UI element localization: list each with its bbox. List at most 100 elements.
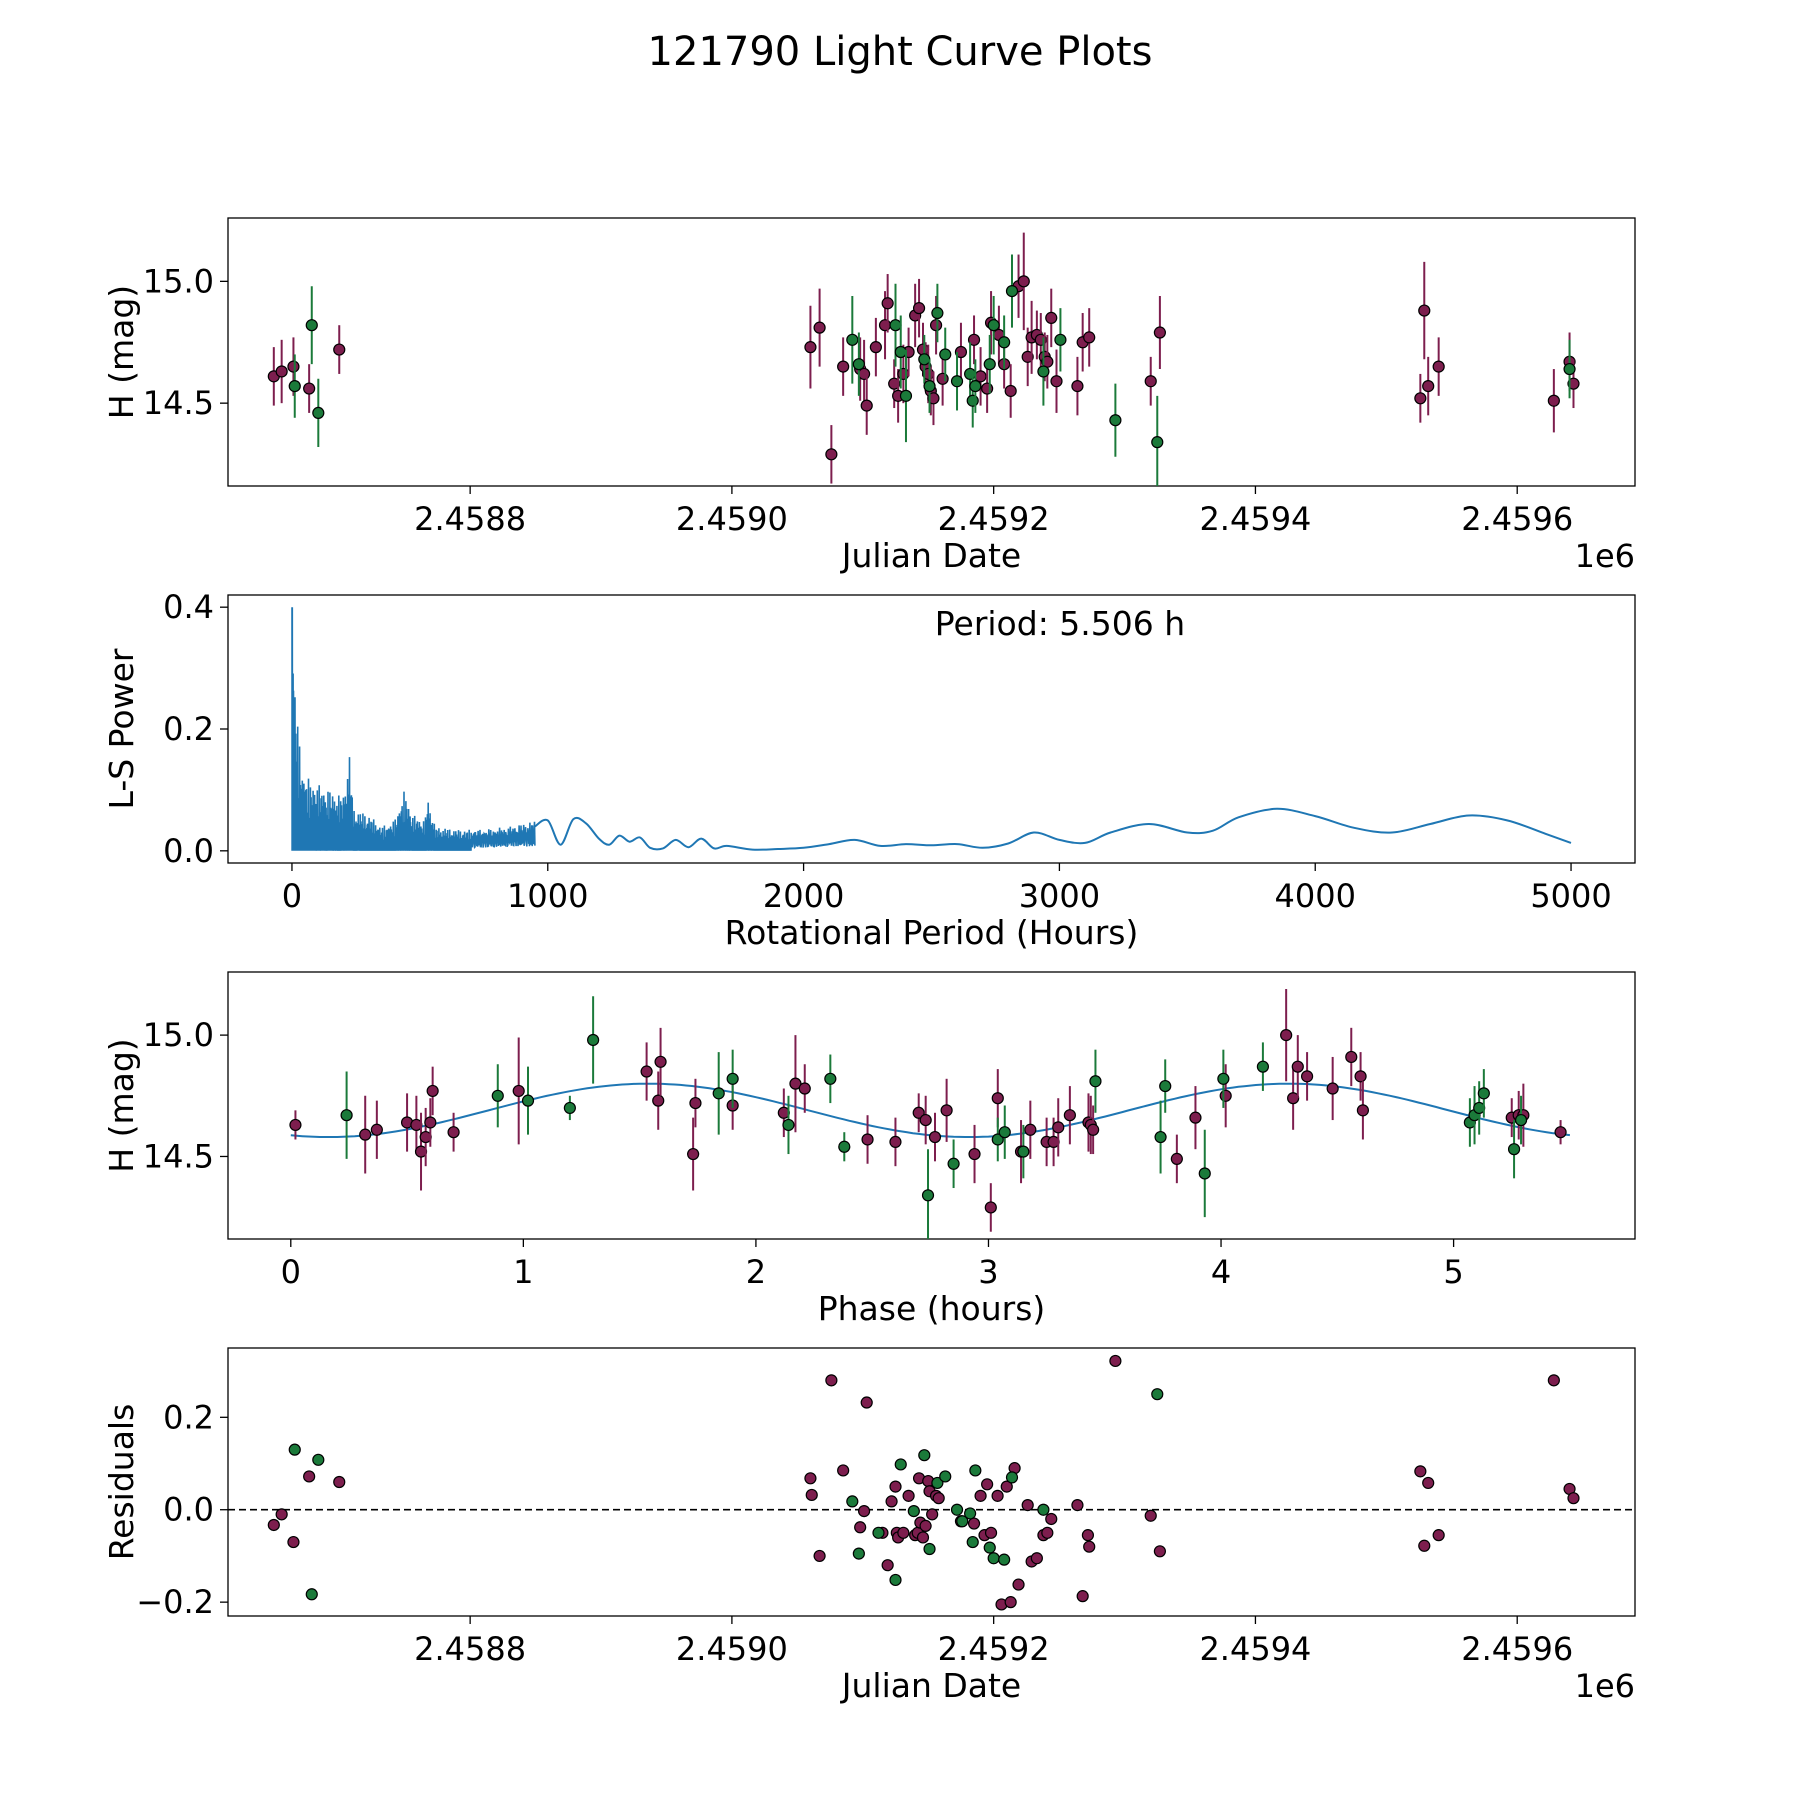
phased-y-tick-label: 14.5 bbox=[143, 1137, 214, 1175]
lightcurve-point-g bbox=[1054, 333, 1067, 346]
residuals-y-tick-label: 0.0 bbox=[163, 1491, 214, 1529]
phased-point-r bbox=[889, 1135, 902, 1149]
residuals-point-r bbox=[984, 1526, 998, 1539]
lightcurve-point-r bbox=[1432, 360, 1445, 373]
lightcurve-point-r bbox=[1071, 380, 1084, 393]
phased-point-g bbox=[1198, 1167, 1211, 1180]
lightcurve-point-r bbox=[1547, 394, 1560, 407]
lightcurve-point-r bbox=[927, 392, 940, 405]
lightcurve-point-r bbox=[929, 319, 943, 332]
residuals-point-g bbox=[1151, 1388, 1164, 1401]
residuals-point-r bbox=[860, 1396, 873, 1409]
residuals-point-r bbox=[1153, 1545, 1166, 1558]
phased-point-r bbox=[1024, 1123, 1037, 1136]
residuals-point-r bbox=[267, 1518, 280, 1532]
phased-point-g bbox=[1514, 1113, 1528, 1127]
phased-x-tick-label: 1 bbox=[513, 1253, 533, 1291]
residuals-point-r bbox=[1004, 1596, 1017, 1609]
phased-point-g bbox=[1477, 1087, 1490, 1100]
lightcurve-point-r bbox=[1021, 350, 1034, 363]
residuals-point-g bbox=[872, 1526, 885, 1539]
lightcurve-point-r bbox=[1050, 375, 1063, 388]
phased-x-tick-label: 2 bbox=[746, 1253, 766, 1291]
lightcurve-point-r bbox=[981, 382, 994, 395]
residuals-point-r bbox=[1041, 1526, 1054, 1539]
lightcurve-point-g bbox=[1005, 284, 1019, 298]
phased-point-r bbox=[928, 1130, 942, 1144]
residuals-point-r bbox=[1422, 1476, 1435, 1490]
periodogram-dense-line bbox=[291, 607, 536, 851]
residuals-y-tick-label: 0.2 bbox=[163, 1398, 214, 1436]
lightcurve-point-r bbox=[912, 302, 926, 315]
residuals-point-g bbox=[288, 1443, 301, 1456]
lightcurve-point-g bbox=[305, 319, 318, 332]
phased-x-tick-label: 5 bbox=[1443, 1253, 1463, 1291]
residuals-x-tick-label: 2.4594 bbox=[1199, 1630, 1311, 1668]
periodogram-panel: 0 1000 2000 3000 4000 5000 0.0 0.2 0.4 Rotational… bbox=[102, 588, 1636, 952]
phased-point-g bbox=[824, 1072, 837, 1085]
residuals-point-r bbox=[804, 1472, 817, 1485]
phased-point-g bbox=[991, 1133, 1004, 1146]
phased-point-r bbox=[1354, 1070, 1367, 1083]
residuals-point-r bbox=[916, 1531, 930, 1544]
residuals-point-g bbox=[998, 1553, 1011, 1566]
phased-x-tick-label: 3 bbox=[978, 1253, 998, 1291]
phased-point-r bbox=[1063, 1109, 1076, 1122]
lightcurve-point-r bbox=[860, 399, 873, 412]
phased-point-g bbox=[947, 1157, 960, 1170]
phased-point-r bbox=[1189, 1111, 1202, 1124]
residuals-point-g bbox=[894, 1458, 907, 1471]
lightcurve-axes-frame bbox=[227, 217, 1636, 487]
lightcurve-point-g bbox=[931, 306, 944, 320]
residuals-point-r bbox=[1071, 1499, 1084, 1512]
phased-point-r bbox=[426, 1084, 439, 1098]
phased-point-r bbox=[447, 1126, 460, 1139]
lightcurve-x-tick-label: 2.4588 bbox=[414, 500, 526, 538]
phased-point-r bbox=[289, 1118, 302, 1132]
residuals-x-tick-label: 2.4596 bbox=[1461, 1630, 1573, 1668]
residuals-point-r bbox=[854, 1521, 867, 1534]
periodogram-plot-area bbox=[291, 607, 1572, 851]
residuals-point-r bbox=[1030, 1552, 1043, 1565]
lightcurve-point-g bbox=[1109, 414, 1122, 427]
residuals-point-r bbox=[1144, 1509, 1157, 1522]
phased-x-axis-label: Phase (hours) bbox=[818, 1289, 1046, 1328]
residuals-point-g bbox=[983, 1541, 996, 1554]
lightcurve-point-g bbox=[894, 345, 907, 359]
periodogram-x-tick-label: 0 bbox=[282, 877, 302, 915]
lightcurve-point-g bbox=[998, 336, 1011, 349]
phased-point-r bbox=[1087, 1123, 1100, 1136]
lightcurve-point-r bbox=[1567, 377, 1580, 390]
residuals-point-r bbox=[333, 1475, 346, 1489]
phased-point-g bbox=[782, 1118, 795, 1132]
phased-point-g bbox=[1017, 1145, 1030, 1158]
residuals-point-r bbox=[1012, 1578, 1025, 1591]
phased-panel: 0 1 2 3 4 5 14.5 15.0 Phase (hours) H (mag) bbox=[102, 971, 1636, 1328]
lightcurve-point-r bbox=[1017, 275, 1030, 288]
phased-point-g bbox=[587, 1033, 600, 1047]
lightcurve-panel: 2.4588 2.4590 2.4592 2.4594 2.4596 14.5 15.0 Ju… bbox=[102, 217, 1636, 575]
phased-point-r bbox=[512, 1084, 525, 1098]
phased-point-g bbox=[1256, 1060, 1270, 1073]
phased-point-r bbox=[1291, 1060, 1304, 1073]
phased-point-g bbox=[1089, 1075, 1102, 1088]
lightcurve-point-g bbox=[983, 358, 996, 371]
lightcurve-x-tick-label: 2.4596 bbox=[1461, 500, 1573, 538]
lightcurve-point-g bbox=[918, 353, 931, 366]
residuals-point-r bbox=[275, 1508, 288, 1521]
lightcurve-point-g bbox=[950, 375, 964, 388]
residuals-x-tick-label: 2.4592 bbox=[938, 1630, 1050, 1668]
periodogram-smooth-line bbox=[534, 807, 1572, 851]
lightcurve-point-r bbox=[881, 297, 894, 310]
phased-point-r bbox=[1356, 1104, 1370, 1117]
residuals-point-r bbox=[1000, 1480, 1013, 1493]
residuals-point-r bbox=[889, 1480, 902, 1493]
lightcurve-point-r bbox=[825, 448, 838, 461]
phased-y-tick-label: 15.0 bbox=[143, 1016, 214, 1054]
residuals-point-r bbox=[857, 1505, 871, 1518]
phased-point-g bbox=[521, 1094, 535, 1107]
lightcurve-point-r bbox=[804, 341, 817, 354]
phased-point-g bbox=[340, 1109, 353, 1122]
lightcurve-x-tick-label: 2.4594 bbox=[1199, 500, 1311, 538]
residuals-y-axis-label: Residuals bbox=[102, 1404, 141, 1561]
